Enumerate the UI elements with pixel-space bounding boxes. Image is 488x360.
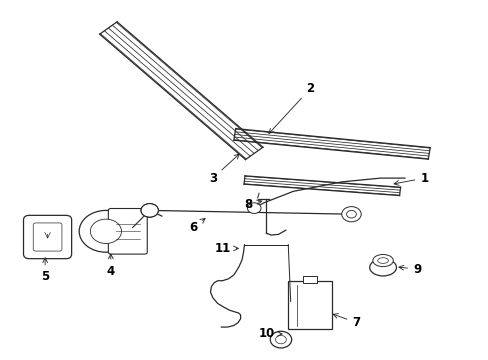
Text: 7: 7 — [332, 314, 360, 329]
Text: 4: 4 — [106, 254, 115, 278]
Circle shape — [141, 203, 158, 217]
Ellipse shape — [372, 255, 392, 267]
FancyBboxPatch shape — [287, 282, 331, 329]
Bar — [302, 276, 317, 283]
Circle shape — [275, 336, 286, 344]
Text: 10: 10 — [258, 327, 282, 341]
Circle shape — [247, 203, 261, 213]
Circle shape — [270, 331, 291, 348]
Text: 1: 1 — [393, 172, 427, 185]
Text: 8: 8 — [244, 198, 261, 211]
Circle shape — [79, 210, 132, 252]
Circle shape — [341, 207, 361, 222]
Text: 3: 3 — [208, 154, 239, 185]
FancyBboxPatch shape — [108, 208, 147, 254]
Ellipse shape — [369, 259, 396, 276]
Text: 11: 11 — [214, 242, 238, 255]
Circle shape — [90, 219, 121, 243]
Circle shape — [346, 210, 356, 218]
Text: 6: 6 — [189, 219, 204, 234]
Ellipse shape — [377, 258, 387, 264]
Text: 9: 9 — [398, 263, 420, 276]
Text: 5: 5 — [41, 258, 49, 283]
Text: 2: 2 — [268, 82, 314, 134]
FancyBboxPatch shape — [23, 215, 72, 259]
